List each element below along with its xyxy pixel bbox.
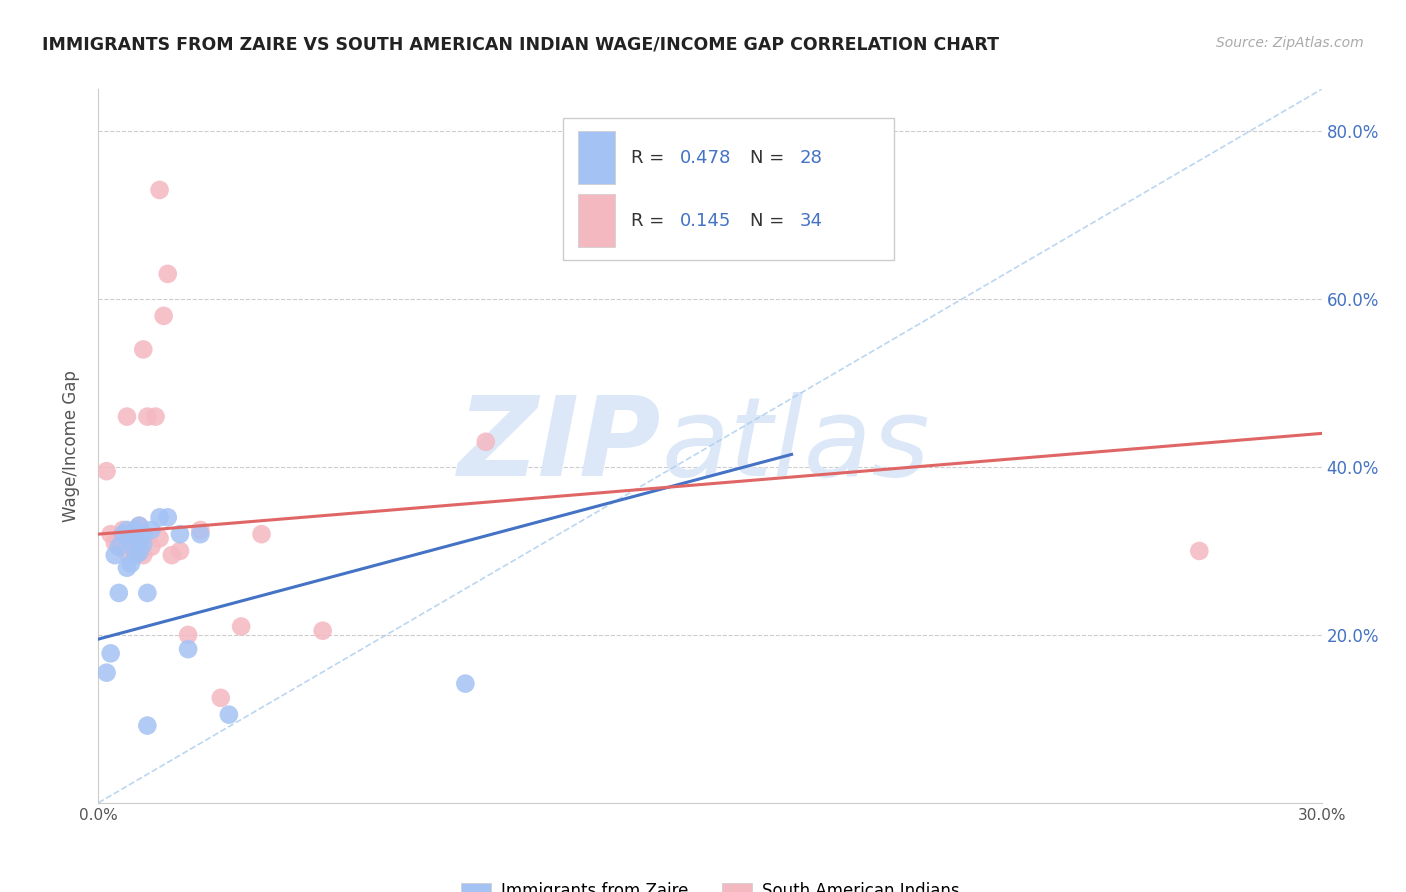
Point <box>156 267 179 281</box>
Point <box>149 183 172 197</box>
Point <box>96 665 118 680</box>
Point <box>124 529 146 543</box>
Point <box>115 409 138 424</box>
Point <box>108 540 131 554</box>
Point <box>108 586 131 600</box>
Point <box>156 510 179 524</box>
Point <box>124 523 146 537</box>
Point <box>111 527 134 541</box>
Point <box>128 518 150 533</box>
Text: N =: N = <box>751 211 790 229</box>
Point <box>177 628 200 642</box>
Point <box>96 464 118 478</box>
Point <box>100 527 122 541</box>
Point <box>132 343 155 357</box>
Point <box>120 535 142 549</box>
Point <box>128 546 150 560</box>
Text: N =: N = <box>751 149 790 167</box>
Point <box>145 409 167 424</box>
Point <box>149 532 172 546</box>
Point <box>231 619 253 633</box>
Point <box>132 537 155 551</box>
Point <box>111 529 134 543</box>
Point <box>104 535 127 549</box>
Point <box>128 518 150 533</box>
Text: R =: R = <box>630 149 669 167</box>
Point <box>132 548 155 562</box>
Point <box>120 540 142 554</box>
Point <box>152 309 174 323</box>
Point <box>454 676 477 690</box>
Point <box>115 523 138 537</box>
Point <box>100 646 122 660</box>
Point <box>136 718 159 732</box>
Text: 0.145: 0.145 <box>679 211 731 229</box>
Point <box>124 548 146 562</box>
Point <box>188 523 212 537</box>
Point <box>169 544 191 558</box>
Legend: Immigrants from Zaire, South American Indians: Immigrants from Zaire, South American In… <box>454 875 966 892</box>
FancyBboxPatch shape <box>564 118 894 260</box>
Point <box>188 527 212 541</box>
Text: R =: R = <box>630 211 669 229</box>
Point <box>141 540 163 554</box>
Point <box>312 624 335 638</box>
Point <box>124 532 146 546</box>
Point <box>132 527 155 541</box>
Point <box>128 535 150 549</box>
Text: Source: ZipAtlas.com: Source: ZipAtlas.com <box>1216 36 1364 50</box>
Text: 34: 34 <box>800 211 823 229</box>
Text: ZIP: ZIP <box>457 392 661 500</box>
Text: 28: 28 <box>800 149 823 167</box>
Point <box>160 548 183 562</box>
Point <box>218 707 240 722</box>
Point <box>209 690 232 705</box>
Point <box>128 535 150 549</box>
Point <box>115 546 138 560</box>
Bar <box>578 194 614 247</box>
Point <box>136 409 159 424</box>
Text: IMMIGRANTS FROM ZAIRE VS SOUTH AMERICAN INDIAN WAGE/INCOME GAP CORRELATION CHART: IMMIGRANTS FROM ZAIRE VS SOUTH AMERICAN … <box>42 36 1000 54</box>
Point <box>474 434 498 449</box>
Point <box>111 523 134 537</box>
Y-axis label: Wage/Income Gap: Wage/Income Gap <box>62 370 80 522</box>
Point <box>169 527 191 541</box>
Point <box>1188 544 1211 558</box>
Text: atlas: atlas <box>661 392 929 500</box>
Point <box>177 642 200 657</box>
Point <box>124 540 146 554</box>
Point <box>108 540 131 554</box>
Point <box>141 523 163 537</box>
Bar <box>578 131 614 185</box>
Point <box>115 560 138 574</box>
Point <box>149 510 172 524</box>
Point <box>120 557 142 571</box>
Point <box>250 527 273 541</box>
Point <box>136 586 159 600</box>
Point <box>120 535 142 549</box>
Point <box>128 546 150 560</box>
Point <box>104 548 127 562</box>
Text: 0.478: 0.478 <box>679 149 731 167</box>
